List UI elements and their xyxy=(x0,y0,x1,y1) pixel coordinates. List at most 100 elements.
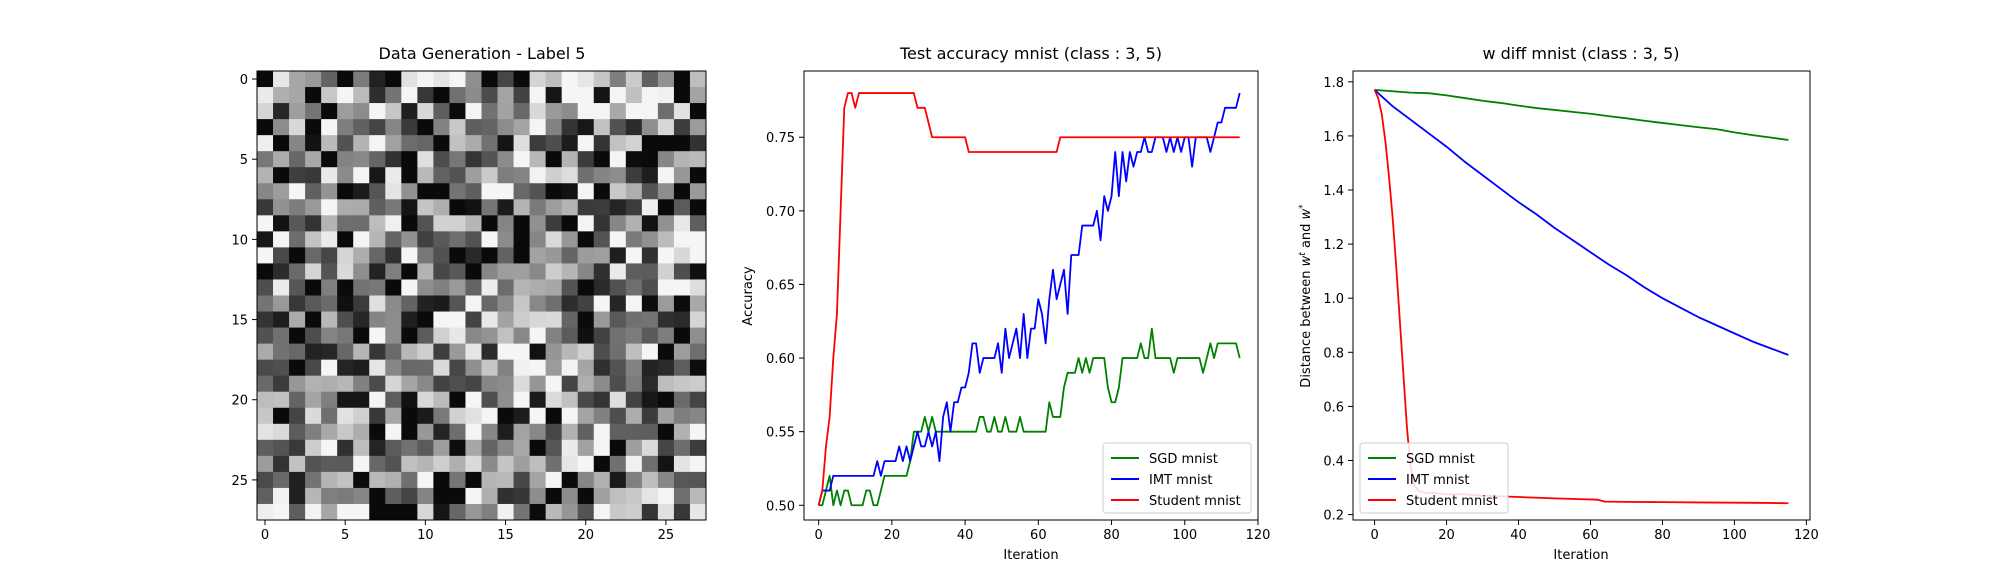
heatmap-cell xyxy=(641,247,659,264)
heatmap-cell xyxy=(417,167,434,184)
heatmap-cell xyxy=(353,295,370,312)
wdiff-xlabel: Iteration xyxy=(1553,548,1608,563)
heatmap-cell xyxy=(689,103,707,120)
heatmap-cell xyxy=(305,103,322,120)
heatmap-cell xyxy=(625,343,643,361)
heatmap-cell xyxy=(577,407,595,425)
heatmap-cell xyxy=(497,423,514,441)
heatmap-cell xyxy=(545,343,563,361)
heatmap-cell xyxy=(289,391,306,409)
heatmap-cell xyxy=(257,135,274,152)
heatmap-cell xyxy=(593,135,611,152)
heatmap-cell xyxy=(689,119,707,136)
heatmap-cell xyxy=(257,503,274,521)
accuracy-ytick-label: 0.50 xyxy=(766,499,795,514)
heatmap-cell xyxy=(417,295,434,312)
heatmap-cell xyxy=(545,183,563,200)
heatmap-cell xyxy=(465,407,482,425)
heatmap-cells xyxy=(257,71,707,521)
heatmap-cell xyxy=(417,407,434,425)
heatmap-cell xyxy=(257,407,274,425)
heatmap-cell xyxy=(385,487,402,505)
heatmap-cell xyxy=(513,439,531,457)
accuracy-xtick-label: 60 xyxy=(1030,528,1047,543)
heatmap-cell xyxy=(353,471,370,489)
heatmap-ytick-label: 0 xyxy=(240,73,248,88)
wdiff-ylabel-main: Distance between xyxy=(1299,266,1314,387)
heatmap-cell xyxy=(353,439,370,457)
heatmap-cell xyxy=(465,231,482,248)
heatmap-cell xyxy=(657,151,675,168)
heatmap-cell xyxy=(401,263,418,280)
heatmap-cell xyxy=(353,391,370,409)
heatmap-cell xyxy=(257,87,274,104)
heatmap-cell xyxy=(481,247,498,264)
heatmap-cell xyxy=(289,87,306,104)
heatmap-cell xyxy=(401,247,418,264)
heatmap-cell xyxy=(689,279,707,296)
heatmap-cell xyxy=(433,359,450,377)
heatmap-cell xyxy=(609,103,627,120)
heatmap-cell xyxy=(465,87,482,104)
accuracy-ytick-label: 0.60 xyxy=(766,352,795,367)
accuracy-series-line xyxy=(818,327,1241,507)
heatmap-cell xyxy=(289,375,306,393)
heatmap-cell xyxy=(513,119,531,136)
heatmap-cell xyxy=(577,231,595,248)
heatmap-cell xyxy=(449,439,466,457)
heatmap-cell xyxy=(401,391,418,409)
heatmap-cell xyxy=(497,327,514,345)
heatmap-cell xyxy=(465,311,482,328)
heatmap-cell xyxy=(513,407,531,425)
heatmap-cell xyxy=(497,359,514,377)
heatmap-cell xyxy=(529,423,547,441)
heatmap-cell xyxy=(273,359,290,377)
heatmap-cell xyxy=(385,423,402,441)
heatmap-cell xyxy=(529,455,547,473)
heatmap-cell xyxy=(401,503,418,521)
heatmap-cell xyxy=(513,503,531,521)
heatmap-cell xyxy=(577,455,595,473)
heatmap-cell xyxy=(657,375,675,393)
heatmap-cell xyxy=(433,199,450,216)
heatmap-cell xyxy=(593,183,611,200)
heatmap-cell xyxy=(321,503,338,521)
heatmap-cell xyxy=(641,151,659,168)
heatmap-cell xyxy=(465,199,482,216)
heatmap-cell xyxy=(481,231,498,248)
wdiff-ylabel: Distance between wt and w* xyxy=(1298,204,1314,388)
heatmap-cell xyxy=(561,391,579,409)
heatmap-cell xyxy=(561,215,579,232)
heatmap-cell xyxy=(305,151,322,168)
heatmap-cell xyxy=(625,135,643,152)
heatmap-cell xyxy=(609,375,627,393)
heatmap-ytick-label: 15 xyxy=(231,314,248,329)
heatmap-cell xyxy=(305,167,322,184)
heatmap-cell xyxy=(305,71,322,88)
heatmap-cell xyxy=(609,343,627,361)
heatmap-cell xyxy=(609,135,627,152)
heatmap-cell xyxy=(673,247,691,264)
heatmap-cell xyxy=(641,87,659,104)
heatmap-cell xyxy=(337,295,354,312)
heatmap-cell xyxy=(609,311,627,328)
heatmap-cell xyxy=(689,151,707,168)
heatmap-cell xyxy=(609,471,627,489)
heatmap-cell xyxy=(401,119,418,136)
heatmap-cell xyxy=(513,327,531,345)
heatmap-cell xyxy=(673,87,691,104)
heatmap-cell xyxy=(625,151,643,168)
heatmap-cell xyxy=(609,407,627,425)
heatmap-cell xyxy=(561,471,579,489)
heatmap-cell xyxy=(689,487,707,505)
heatmap-cell xyxy=(305,503,322,521)
heatmap-cell xyxy=(513,71,531,88)
heatmap-cell xyxy=(497,71,514,88)
heatmap-cell xyxy=(593,343,611,361)
heatmap-cell xyxy=(513,151,531,168)
heatmap-cell xyxy=(257,247,274,264)
wdiff-xtick-label: 40 xyxy=(1510,528,1527,543)
heatmap-cell xyxy=(513,471,531,489)
heatmap-cell xyxy=(337,407,354,425)
heatmap-cell xyxy=(513,199,531,216)
